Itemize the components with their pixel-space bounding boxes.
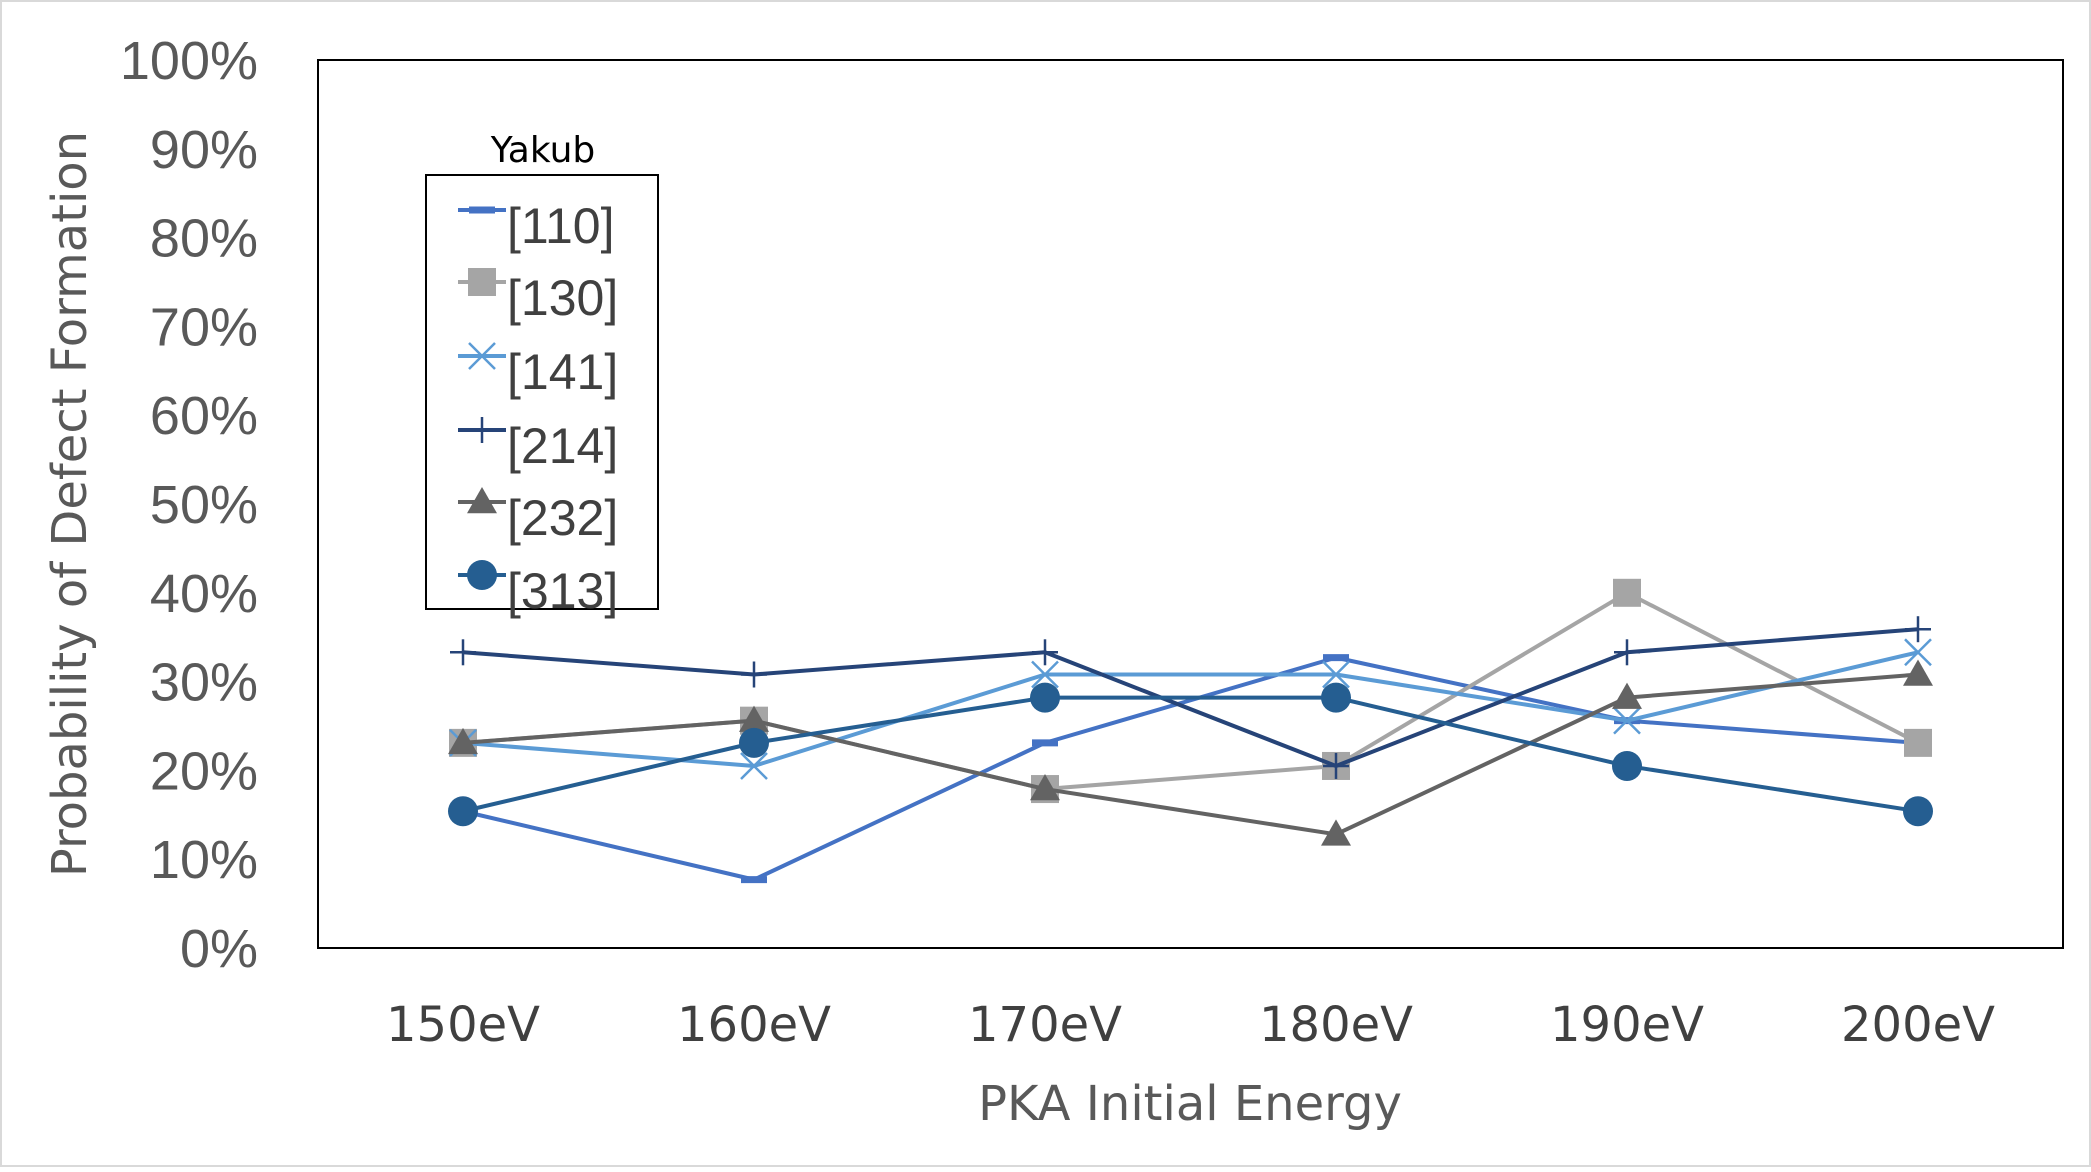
series-313 (448, 682, 1933, 827)
legend-item: [313] (458, 560, 618, 619)
series-line (462, 695, 1919, 814)
marker-plus (1905, 616, 1931, 643)
marker-x-stroke (1031, 660, 1059, 689)
y-tick-label: 50% (150, 475, 258, 535)
marker-x (1904, 638, 1932, 667)
y-tick-label: 20% (150, 741, 258, 801)
legend-item: [130] (458, 268, 618, 326)
marker-triangle (448, 727, 478, 755)
legend-box (425, 174, 659, 610)
series-line (462, 627, 1919, 768)
legend-item: [214] (458, 417, 618, 474)
legend: Yakub [110] [130] [141] [214] [232] [313] (425, 130, 659, 619)
y-tick-label: 70% (150, 297, 258, 357)
marker-circle (739, 727, 769, 758)
legend-label: [110] (507, 198, 615, 254)
x-tick-label: 200eV (1841, 997, 1995, 1053)
legend-item: [141] (458, 342, 618, 400)
y-tick-label: 60% (150, 386, 258, 446)
series-line (462, 672, 1919, 837)
x-tick-label: 190eV (1550, 997, 1704, 1053)
series-line (462, 650, 1919, 768)
marker-triangle (467, 487, 497, 514)
y-tick-label: 30% (150, 653, 258, 713)
y-tick-label: 0% (180, 919, 258, 979)
y-tick-label: 90% (150, 120, 258, 180)
marker-triangle (1903, 659, 1933, 686)
legend-title: Yakub (490, 130, 596, 171)
x-axis-title: PKA Initial Energy (978, 1076, 1402, 1132)
marker-plus (1032, 639, 1058, 666)
marker-x (1613, 706, 1641, 735)
marker-x (468, 342, 496, 370)
marker-x-stroke (740, 752, 768, 780)
legend-label: [214] (507, 418, 618, 474)
legend-label: [232] (507, 490, 618, 546)
marker-circle (467, 560, 497, 590)
y-axis-title: Probability of Defect Formation (42, 131, 98, 877)
marker-plus (741, 661, 767, 688)
marker-triangle (1321, 819, 1351, 846)
marker-square (1613, 578, 1641, 607)
legend-items: [110] [130] [141] [214] [232] [313] (458, 198, 618, 619)
marker-circle (448, 796, 478, 827)
series-layer (448, 578, 1933, 884)
y-tick-label: 80% (150, 209, 258, 269)
marker-x-stroke (1904, 638, 1932, 667)
marker-plus (469, 417, 495, 443)
legend-item: [232] (458, 487, 618, 546)
y-axis-ticks: 0% 10% 20% 30% 40% 50% 60% 70% 80% 90% 100% (120, 31, 258, 979)
x-tick-label: 170eV (968, 997, 1122, 1053)
legend-label: [313] (507, 563, 618, 619)
marker-triangle (739, 705, 769, 732)
marker-x-stroke (1322, 660, 1350, 689)
marker-x-stroke (468, 342, 496, 370)
marker-circle (1903, 796, 1933, 827)
series-214 (450, 616, 1931, 779)
series-line (462, 655, 1919, 882)
marker-x (740, 752, 768, 780)
marker-triangle (1030, 774, 1060, 801)
marker-x-stroke (1613, 706, 1641, 735)
marker-triangle (1612, 682, 1642, 709)
marker-circle (1612, 750, 1642, 781)
marker-square (468, 268, 496, 296)
x-tick-label: 160eV (677, 997, 831, 1053)
x-axis-ticks: 150eV 160eV 170eV 180eV 190eV 200eV (386, 997, 1995, 1053)
legend-item: [110] (458, 198, 615, 254)
series-232 (448, 659, 1933, 846)
legend-label: [130] (507, 270, 618, 326)
x-tick-label: 180eV (1259, 997, 1413, 1053)
y-tick-label: 10% (150, 830, 258, 890)
y-tick-label: 100% (120, 31, 258, 91)
y-tick-label: 40% (150, 564, 258, 624)
marker-plus (1614, 639, 1640, 666)
marker-circle (1030, 682, 1060, 713)
marker-circle (1321, 682, 1351, 713)
legend-label: [141] (507, 344, 618, 400)
marker-x (1322, 660, 1350, 689)
x-tick-label: 150eV (386, 997, 540, 1053)
marker-square (1904, 728, 1932, 757)
marker-plus (1323, 752, 1349, 779)
marker-x (1031, 660, 1059, 689)
marker-plus (450, 639, 476, 666)
